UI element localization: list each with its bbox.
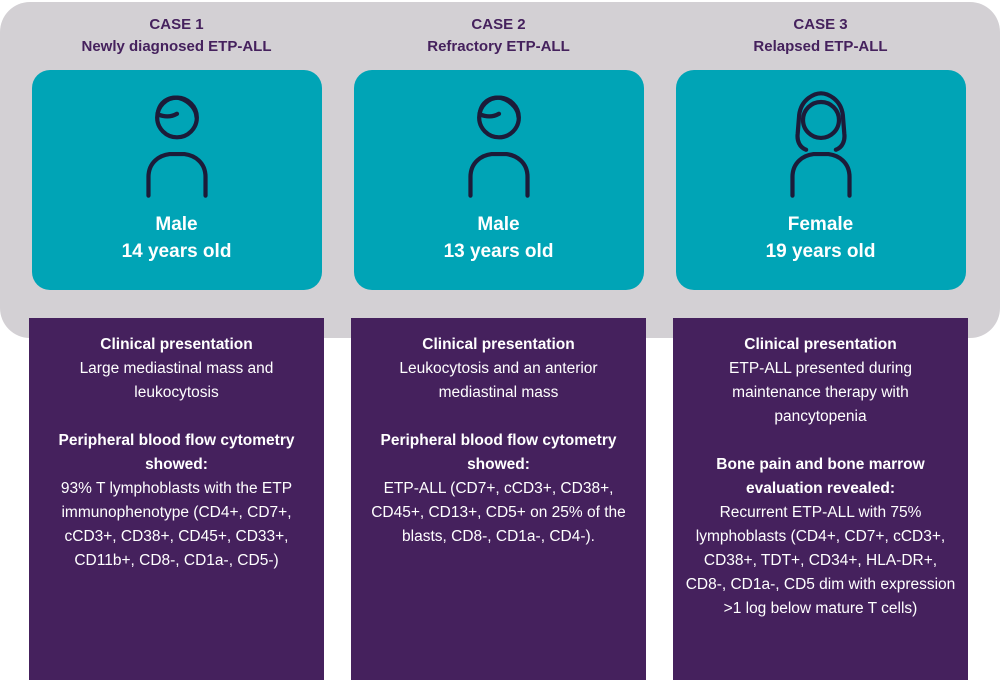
section-heading: Clinical presentation xyxy=(100,336,253,353)
section-body: Leukocytosis and an anterior mediastinal… xyxy=(399,360,598,402)
patient-card: Female 19 years old xyxy=(675,70,966,290)
case-details-box: Clinical presentation ETP-ALL presented … xyxy=(673,318,968,680)
case-details-box: Clinical presentation Leukocytosis and a… xyxy=(351,318,646,680)
section-heading: Clinical presentation xyxy=(422,336,575,353)
case-label: CASE 1 xyxy=(149,16,204,33)
section-heading: Peripheral blood flow cytometry showed: xyxy=(58,432,295,474)
section-body: 93% T lymphoblasts with the ETP immunoph… xyxy=(60,480,293,570)
section-body: ETP-ALL presented during maintenance the… xyxy=(729,360,912,426)
patient-age: 13 years old xyxy=(443,240,554,262)
male-person-icon xyxy=(115,84,239,208)
case-details-box: Clinical presentation Large mediastinal … xyxy=(29,318,324,680)
section-heading: Clinical presentation xyxy=(744,336,897,353)
section-body: Large mediastinal mass and leukocytosis xyxy=(79,360,274,402)
section-body: Recurrent ETP-ALL with 75% lymphoblasts … xyxy=(685,504,956,618)
section-gap xyxy=(684,429,957,453)
section-body: ETP-ALL (CD7+, cCD3+, CD38+, CD45+, CD13… xyxy=(371,480,626,546)
case-header: CASE 2 Refractory ETP-ALL xyxy=(427,14,570,64)
section-heading: Peripheral blood flow cytometry showed: xyxy=(380,432,617,474)
case-column-2: CASE 2 Refractory ETP-ALL Male 13 years … xyxy=(351,0,646,680)
patient-sex: Male xyxy=(155,214,198,235)
section-gap xyxy=(40,405,313,429)
patient-sex: Female xyxy=(787,214,854,235)
male-person-icon xyxy=(437,84,561,208)
case-header: CASE 1 Newly diagnosed ETP-ALL xyxy=(81,14,271,64)
patient-card: Male 14 years old xyxy=(31,70,322,290)
patient-sex: Male xyxy=(477,214,520,235)
case-label: CASE 3 xyxy=(793,16,848,33)
section-gap xyxy=(362,405,635,429)
case-subtitle: Relapsed ETP-ALL xyxy=(753,37,888,55)
case-column-1: CASE 1 Newly diagnosed ETP-ALL Male 14 y… xyxy=(29,0,324,680)
patient-age: 14 years old xyxy=(121,240,232,262)
case-column-3: CASE 3 Relapsed ETP-ALL Female 19 years … xyxy=(673,0,968,680)
case-label: CASE 2 xyxy=(471,16,526,33)
female-person-icon xyxy=(759,84,883,208)
patient-age: 19 years old xyxy=(765,240,876,262)
case-header: CASE 3 Relapsed ETP-ALL xyxy=(753,14,887,64)
patient-card: Male 13 years old xyxy=(353,70,644,290)
case-subtitle: Refractory ETP-ALL xyxy=(427,37,570,55)
case-subtitle: Newly diagnosed ETP-ALL xyxy=(81,37,272,55)
section-heading: Bone pain and bone marrow evaluation rev… xyxy=(716,456,925,498)
